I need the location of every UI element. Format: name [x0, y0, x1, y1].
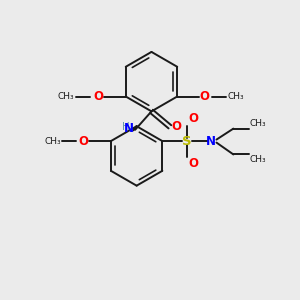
- Text: O: O: [78, 135, 88, 148]
- Text: CH₃: CH₃: [250, 155, 266, 164]
- Text: CH₃: CH₃: [227, 92, 244, 101]
- Text: N: N: [124, 122, 134, 135]
- Text: CH₃: CH₃: [58, 92, 75, 101]
- Text: CH₃: CH₃: [44, 136, 61, 146]
- Text: O: O: [200, 90, 210, 103]
- Text: O: O: [188, 112, 198, 125]
- Text: O: O: [188, 157, 198, 170]
- Text: N: N: [206, 135, 216, 148]
- Text: O: O: [93, 90, 103, 103]
- Text: H: H: [122, 122, 130, 132]
- Text: CH₃: CH₃: [250, 119, 266, 128]
- Text: O: O: [171, 120, 182, 133]
- Text: S: S: [182, 135, 191, 148]
